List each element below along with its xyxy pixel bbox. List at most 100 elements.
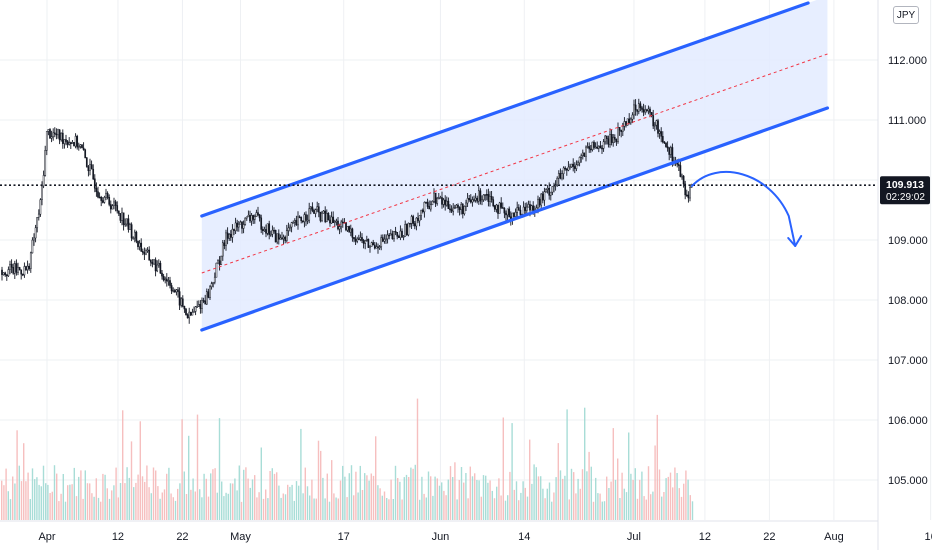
candle-body xyxy=(117,210,120,214)
candle-body xyxy=(458,207,461,210)
candle-body xyxy=(322,210,325,214)
candle-body xyxy=(300,217,303,222)
volume-bar xyxy=(533,464,535,520)
candle-body xyxy=(593,141,595,148)
candle-body xyxy=(138,242,141,247)
time-tick-label: 22 xyxy=(763,531,775,543)
volume-bar xyxy=(113,485,115,520)
candle-body xyxy=(327,213,330,221)
candle-body xyxy=(500,202,503,208)
volume-bar xyxy=(150,493,152,520)
volume-bar xyxy=(447,479,449,520)
volume-bar xyxy=(430,476,432,520)
candle-body xyxy=(645,109,648,112)
time-tick-label: May xyxy=(230,531,251,543)
candle-body xyxy=(589,148,592,151)
candle-body xyxy=(481,199,483,202)
candle-body xyxy=(61,132,64,144)
candle-body xyxy=(44,150,47,176)
candle-body xyxy=(439,197,442,199)
volume-bar xyxy=(100,501,102,520)
volume-bar xyxy=(64,501,67,520)
candle-body xyxy=(348,226,351,233)
candle-body xyxy=(329,219,331,224)
volume-bar xyxy=(7,491,9,520)
candle-body xyxy=(573,166,576,169)
candle-body xyxy=(241,221,243,229)
volume-bar xyxy=(401,499,403,520)
volume-bar xyxy=(544,498,546,520)
volume-bar xyxy=(632,479,634,520)
volume-bar xyxy=(590,466,592,520)
candle-body xyxy=(679,165,682,177)
candle-body xyxy=(370,242,373,247)
candle-body xyxy=(303,214,306,222)
price-axis[interactable]: 112.000111.000110.000109.000108.000107.0… xyxy=(877,0,928,550)
volume-bar xyxy=(102,473,104,520)
volume-bar xyxy=(260,447,262,520)
candle-body xyxy=(156,264,159,272)
candle-body xyxy=(180,298,183,306)
volume-bar xyxy=(388,499,390,520)
volume-bar xyxy=(71,484,73,520)
volume-bar xyxy=(595,477,597,520)
volume-bar xyxy=(309,495,311,520)
volume-bar xyxy=(108,498,111,520)
candle-body xyxy=(173,290,176,293)
candle-body xyxy=(33,237,35,241)
candle-body xyxy=(545,189,547,193)
volume-bar xyxy=(251,479,254,520)
volume-bar xyxy=(568,499,570,520)
candle-body xyxy=(263,229,266,231)
volume-bar xyxy=(370,473,372,520)
candle-body xyxy=(351,228,354,238)
projection-arrow[interactable] xyxy=(691,171,803,247)
currency-badge[interactable]: JPY xyxy=(893,6,919,24)
candle-body xyxy=(82,147,85,151)
volume-bar xyxy=(326,473,328,520)
volume-bar xyxy=(339,480,342,520)
volume-bar xyxy=(117,497,119,520)
volume-bar xyxy=(346,497,348,520)
volume-bar xyxy=(216,492,218,520)
candle-body xyxy=(193,311,195,313)
channel-lines[interactable] xyxy=(200,1,830,332)
candle-body xyxy=(689,187,691,199)
volume-bar xyxy=(104,474,106,520)
volume-bar xyxy=(480,496,482,520)
candle-body xyxy=(450,209,453,212)
candle-body xyxy=(354,238,357,242)
volume-bar xyxy=(421,476,423,520)
candle-body xyxy=(12,267,15,274)
volume-bar xyxy=(16,430,18,520)
volume-bar xyxy=(476,480,478,520)
volume-bar xyxy=(531,483,533,520)
time-axis[interactable]: Apr 12 22 May 17 Jun 14 Jul 12 22 Aug 16 xyxy=(0,520,932,543)
candle-body xyxy=(396,232,399,237)
candle-body xyxy=(428,206,431,210)
candle-body xyxy=(401,230,403,238)
candle-body xyxy=(161,272,163,277)
volume-bar xyxy=(608,488,610,520)
volume-bar xyxy=(148,487,150,520)
candle-body xyxy=(313,210,315,214)
candle-body xyxy=(375,246,378,249)
candle-body xyxy=(655,120,658,126)
volume-bar xyxy=(236,490,238,520)
volume-bar xyxy=(218,418,221,520)
price-tick-label: 105.000 xyxy=(888,475,928,487)
volume-bar xyxy=(155,470,157,520)
candle-body xyxy=(148,249,151,261)
volume-bar xyxy=(306,486,309,520)
volume-bar xyxy=(564,475,566,520)
candle-body xyxy=(226,232,229,239)
candle-body xyxy=(410,216,413,224)
candle-body xyxy=(100,197,103,201)
volume-bar xyxy=(529,439,531,520)
candle-body xyxy=(405,224,408,236)
candle-body xyxy=(548,187,551,196)
volume-bar xyxy=(601,501,603,520)
candle-body xyxy=(386,234,389,240)
